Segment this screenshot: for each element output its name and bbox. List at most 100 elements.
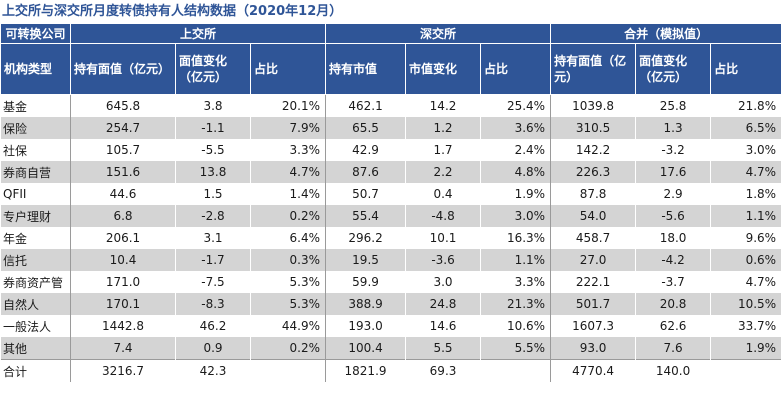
table-cell: 10.5% (710, 293, 783, 315)
table-cell: 20.1% (249, 94, 327, 117)
table-cell: 193.0 (325, 315, 407, 337)
table-cell: 14.2 (405, 94, 482, 117)
table-cell: 10.4 (70, 249, 176, 271)
table-cell: -4.2 (635, 249, 712, 271)
table-cell: 87.6 (325, 161, 407, 183)
table-cell (480, 359, 552, 382)
table-row: 券商自营 151.6 13.8 4.7% 87.6 2.2 4.8% 226.3 17.6 4.7… (0, 161, 783, 183)
header-group-combined: 合并（模拟值） (550, 23, 783, 44)
table-cell: -2.8 (175, 205, 251, 227)
header-group-sz: 深交所 (325, 23, 552, 44)
row-label: 社保 (0, 139, 71, 161)
table-row: 保险 254.7 -1.1 7.9% 65.5 1.2 3.6% 310.5 1.3 6.5% (0, 117, 783, 139)
table-cell: 1039.8 (550, 94, 637, 117)
table-cell: 6.5% (710, 117, 783, 139)
table-cell: 388.9 (325, 293, 407, 315)
table-cell: 0.2% (249, 337, 327, 360)
table-cell: 1.7 (405, 139, 482, 161)
header-sz-share: 占比 (480, 43, 552, 95)
table-cell: 10.1 (405, 227, 482, 249)
table-cell: 3.0% (710, 139, 783, 161)
table-row: 年金 206.1 3.1 6.4% 296.2 10.1 16.3% 458.7 18.0 9.6… (0, 227, 783, 249)
table-cell: 69.3 (405, 359, 482, 382)
table-cell: 4.8% (480, 161, 552, 183)
table-cell: -3.6 (405, 249, 482, 271)
table-cell: 1.1% (710, 205, 783, 227)
holder-structure-table: 可转换公司 上交所 深交所 合并（模拟值） 机构类型 持有面值（亿元） 面值变化… (0, 23, 783, 382)
table-cell: 0.6% (710, 249, 783, 271)
table-cell: 46.2 (175, 315, 251, 337)
table-cell: 19.5 (325, 249, 407, 271)
header-sh-holding: 持有面值（亿元） (70, 43, 176, 95)
table-cell: 93.0 (550, 337, 637, 360)
table-row: 其他 7.4 0.9 0.2% 100.4 5.5 5.5% 93.0 7.6 1.9% (0, 337, 783, 360)
header-sz-holding: 持有市值 (325, 43, 407, 95)
table-cell: 9.6% (710, 227, 783, 249)
header-sz-change: 市值变化 (405, 43, 482, 95)
table-row: 一般法人 1442.8 46.2 44.9% 193.0 14.6 10.6% 1607.3 6… (0, 315, 783, 337)
table-cell: 4770.4 (550, 359, 637, 382)
table-cell: 6.8 (70, 205, 176, 227)
row-label: 信托 (0, 249, 71, 271)
table-row: 基金 645.8 3.8 20.1% 462.1 14.2 25.4% 1039.8 25.8 2… (0, 94, 783, 117)
table-cell: 65.5 (325, 117, 407, 139)
table-cell: 62.6 (635, 315, 712, 337)
table-cell: 310.5 (550, 117, 637, 139)
table-cell: 1607.3 (550, 315, 637, 337)
table-cell: 296.2 (325, 227, 407, 249)
table-cell: 2.9 (635, 183, 712, 205)
table-cell: 3.3% (480, 271, 552, 293)
table-cell: 24.8 (405, 293, 482, 315)
table-body: 基金 645.8 3.8 20.1% 462.1 14.2 25.4% 1039.8 25.8 2… (0, 94, 783, 382)
table-cell: 0.2% (249, 205, 327, 227)
table-cell: 5.3% (249, 271, 327, 293)
table-cell: 3.8 (175, 94, 251, 117)
row-label: 券商资产管 (0, 271, 71, 293)
table-cell: 0.9 (175, 337, 251, 360)
table-row: 合计 3216.7 42.3 1821.9 69.3 4770.4 140.0 (0, 359, 783, 382)
table-cell: 1.1% (480, 249, 552, 271)
table-cell: 2.2 (405, 161, 482, 183)
row-label: 其他 (0, 337, 71, 360)
table-cell: 55.4 (325, 205, 407, 227)
table-cell: 1.5 (175, 183, 251, 205)
page-title: 上交所与深交所月度转债持有人结构数据（2020年12月） (2, 4, 343, 19)
table-cell: -5.5 (175, 139, 251, 161)
table-row: 券商资产管 171.0 -7.5 5.3% 59.9 3.0 3.3% 222.1 -3.7 4.… (0, 271, 783, 293)
table-cell: -7.5 (175, 271, 251, 293)
table-cell: 25.4% (480, 94, 552, 117)
table-cell (710, 359, 783, 382)
table-cell: 4.7% (710, 271, 783, 293)
table-row: 专户理财 6.8 -2.8 0.2% 55.4 -4.8 3.0% 54.0 -5.6 1.1% (0, 205, 783, 227)
table-cell: 226.3 (550, 161, 637, 183)
header-total-holding: 持有面值（亿元） (550, 43, 637, 95)
table-cell: 1442.8 (70, 315, 176, 337)
header-total-change: 面值变化（亿元） (635, 43, 712, 95)
row-label: 年金 (0, 227, 71, 249)
table-cell: 501.7 (550, 293, 637, 315)
table-cell: 105.7 (70, 139, 176, 161)
table-cell: 140.0 (635, 359, 712, 382)
table-cell: 5.5% (480, 337, 552, 360)
table-cell: 7.9% (249, 117, 327, 139)
table-cell: 42.9 (325, 139, 407, 161)
table-row: 社保 105.7 -5.5 3.3% 42.9 1.7 2.4% 142.2 -3.2 3.0% (0, 139, 783, 161)
table-cell: 21.3% (480, 293, 552, 315)
row-label: 合计 (0, 359, 71, 382)
table-cell: 44.6 (70, 183, 176, 205)
table-cell: 14.6 (405, 315, 482, 337)
header-sh-share: 占比 (249, 43, 327, 95)
table-cell: -1.7 (175, 249, 251, 271)
table-cell: 17.6 (635, 161, 712, 183)
table-cell: 5.3% (249, 293, 327, 315)
table-cell: -3.7 (635, 271, 712, 293)
table-cell: 3216.7 (70, 359, 176, 382)
table-cell: 7.6 (635, 337, 712, 360)
row-label: 专户理财 (0, 205, 71, 227)
table-cell: 170.1 (70, 293, 176, 315)
table-cell: 54.0 (550, 205, 637, 227)
table-cell: -5.6 (635, 205, 712, 227)
table-cell: 3.3% (249, 139, 327, 161)
header-corner-bottom: 机构类型 (0, 43, 71, 95)
table-cell: 458.7 (550, 227, 637, 249)
